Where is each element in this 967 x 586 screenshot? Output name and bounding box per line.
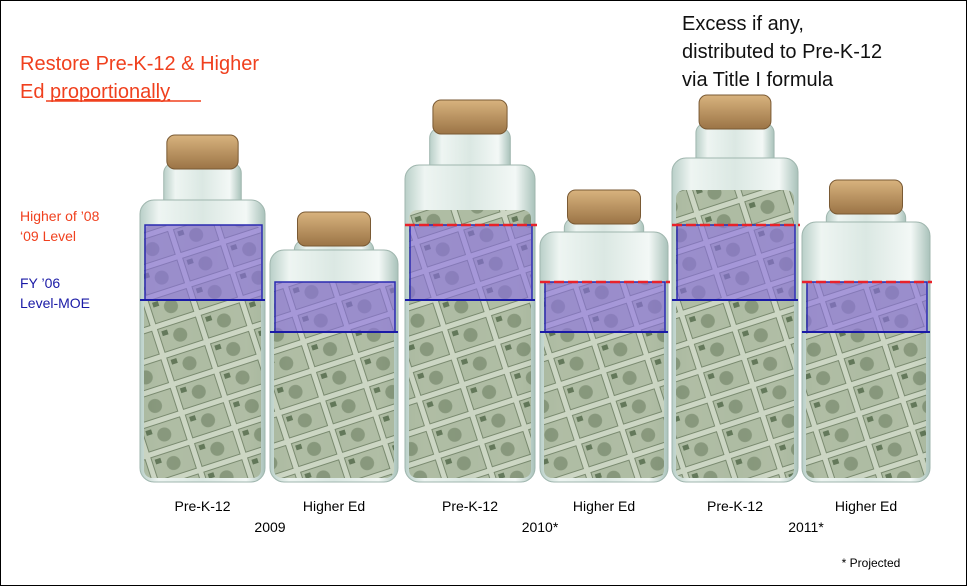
level-box — [144, 224, 263, 301]
jar-label: Higher Ed — [573, 498, 635, 514]
jar-label: Pre-K-12 — [707, 498, 763, 514]
level-box — [274, 281, 396, 333]
legend-moe: Level-MOE — [20, 295, 90, 311]
footnote: * Projected — [842, 556, 901, 570]
title-underlined: proportionally — [50, 81, 170, 103]
jar-label: Higher Ed — [835, 498, 897, 514]
jar-cork — [698, 94, 772, 130]
note-line: distributed to Pre-K-12 — [682, 41, 882, 63]
note-line: via Title I formula — [682, 69, 834, 91]
legend-higher: Higher of ’08 — [20, 208, 100, 224]
level-box — [676, 224, 796, 301]
level-box — [409, 224, 533, 301]
legend-higher: ‘09 Level — [20, 228, 76, 244]
year-label: 2010* — [522, 519, 559, 535]
level-box — [806, 281, 928, 333]
jar-cork — [166, 134, 239, 170]
level-box — [544, 281, 666, 333]
jar-cork — [432, 99, 508, 135]
jar-cork — [828, 179, 904, 215]
jar-label: Pre-K-12 — [442, 498, 498, 514]
year-label: 2009 — [254, 519, 285, 535]
title-line: Restore Pre-K-12 & Higher — [20, 53, 259, 75]
jars — [139, 94, 932, 483]
legend-moe: FY ’06 — [20, 275, 60, 291]
note-line: Excess if any, — [682, 13, 804, 35]
jar-cork — [566, 189, 642, 225]
year-label: 2011* — [788, 519, 824, 535]
jar-cork — [296, 211, 372, 247]
title-prefix: Ed — [20, 81, 44, 103]
jar-label: Pre-K-12 — [174, 498, 230, 514]
title-line: Ed proportionally — [20, 81, 170, 103]
jar-label: Higher Ed — [303, 498, 365, 514]
